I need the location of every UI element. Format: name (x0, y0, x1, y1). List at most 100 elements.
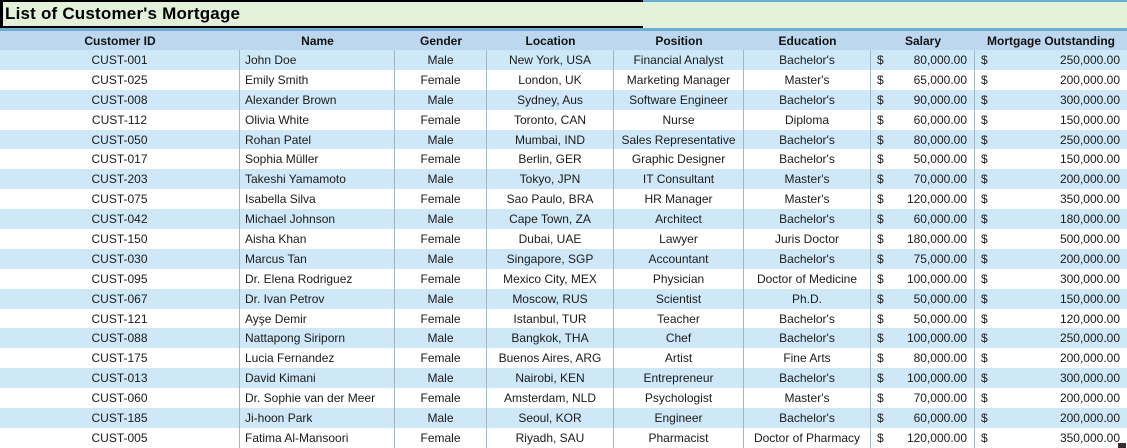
cell-position[interactable]: Pharmacist (614, 427, 744, 448)
cell-name[interactable]: Dr. Sophie van der Meer (240, 388, 395, 409)
cell-education[interactable]: Doctor of Medicine (744, 268, 871, 289)
column-header-customer-id[interactable]: Customer ID (84, 33, 156, 48)
cell-mortgage[interactable]: $250,000.00 (975, 130, 1127, 150)
cell-mortgage[interactable]: $200,000.00 (975, 348, 1127, 368)
cell-education[interactable]: Bachelor's (744, 209, 871, 230)
cell-education[interactable]: Bachelor's (744, 248, 871, 269)
cell-salary[interactable]: $180,000.00 (871, 229, 975, 249)
cell-location[interactable]: Berlin, GER (487, 149, 614, 170)
cell-position[interactable]: Financial Analyst (614, 50, 744, 70)
cell-gender[interactable]: Male (395, 169, 487, 190)
cell-location[interactable]: Singapore, SGP (487, 248, 614, 269)
cell-position[interactable]: Engineer (614, 408, 744, 428)
cell-education[interactable]: Master's (744, 189, 871, 210)
cell-gender[interactable]: Female (395, 388, 487, 409)
cell-location[interactable]: Mexico City, MEX (487, 268, 614, 289)
cell-mortgage[interactable]: $180,000.00 (975, 209, 1127, 229)
cell-name[interactable]: Emily Smith (240, 69, 395, 90)
cell-name[interactable]: Ayşe Demir (240, 308, 395, 329)
cell-gender[interactable]: Male (395, 408, 487, 428)
cell-education[interactable]: Bachelor's (744, 50, 871, 70)
cell-position[interactable]: Sales Representative (614, 129, 744, 150)
column-header-gender[interactable]: Gender (419, 33, 462, 48)
cell-salary[interactable]: $65,000.00 (871, 69, 975, 90)
cell-gender[interactable]: Female (395, 308, 487, 329)
cell-position[interactable]: Psychologist (614, 388, 744, 409)
cell-position[interactable]: Chef (614, 328, 744, 349)
cell-name[interactable]: Sophia Müller (240, 149, 395, 170)
cell-customer-id[interactable]: CUST-185 (0, 408, 240, 428)
cell-mortgage[interactable]: $150,000.00 (975, 149, 1127, 169)
cell-education[interactable]: Master's (744, 169, 871, 190)
cell-education[interactable]: Master's (744, 388, 871, 409)
cell-gender[interactable]: Male (395, 248, 487, 269)
cell-customer-id[interactable]: CUST-203 (0, 169, 240, 190)
cell-mortgage[interactable]: $200,000.00 (975, 249, 1127, 269)
cell-education[interactable]: Doctor of Pharmacy (744, 427, 871, 448)
cell-position[interactable]: Teacher (614, 308, 744, 329)
cell-gender[interactable]: Female (395, 109, 487, 130)
cell-gender[interactable]: Male (395, 209, 487, 230)
cell-mortgage[interactable]: $500,000.00 (975, 229, 1127, 249)
cell-location[interactable]: Istanbul, TUR (487, 308, 614, 329)
cell-position[interactable]: Physician (614, 268, 744, 289)
cell-customer-id[interactable]: CUST-005 (0, 427, 240, 448)
cell-salary[interactable]: $70,000.00 (871, 169, 975, 190)
cell-education[interactable]: Juris Doctor (744, 229, 871, 249)
cell-name[interactable]: Aisha Khan (240, 229, 395, 249)
cell-education[interactable]: Bachelor's (744, 328, 871, 349)
cell-location[interactable]: London, UK (487, 69, 614, 90)
cell-location[interactable]: Seoul, KOR (487, 408, 614, 428)
cell-location[interactable]: Nairobi, KEN (487, 368, 614, 389)
cell-gender[interactable]: Male (395, 50, 487, 70)
cell-name[interactable]: Nattapong Siriporn (240, 328, 395, 349)
cell-location[interactable]: Mumbai, IND (487, 129, 614, 150)
cell-gender[interactable]: Female (395, 69, 487, 90)
cell-salary[interactable]: $80,000.00 (871, 348, 975, 369)
cell-customer-id[interactable]: CUST-013 (0, 368, 240, 389)
cell-customer-id[interactable]: CUST-060 (0, 388, 240, 409)
cell-salary[interactable]: $50,000.00 (871, 149, 975, 170)
cell-mortgage[interactable]: $120,000.00 (975, 309, 1127, 329)
cell-customer-id[interactable]: CUST-001 (0, 50, 240, 70)
cell-education[interactable]: Bachelor's (744, 308, 871, 329)
cell-name[interactable]: Olivia White (240, 109, 395, 130)
cell-position[interactable]: Lawyer (614, 229, 744, 249)
cell-customer-id[interactable]: CUST-042 (0, 209, 240, 230)
cell-customer-id[interactable]: CUST-017 (0, 149, 240, 170)
cell-location[interactable]: Toronto, CAN (487, 109, 614, 130)
cell-name[interactable]: Ji-hoon Park (240, 408, 395, 428)
cell-customer-id[interactable]: CUST-088 (0, 328, 240, 349)
cell-position[interactable]: Entrepreneur (614, 368, 744, 389)
column-header-mortgage[interactable]: Mortgage Outstanding (987, 33, 1115, 48)
cell-education[interactable]: Bachelor's (744, 149, 871, 170)
cell-customer-id[interactable]: CUST-095 (0, 268, 240, 289)
cell-gender[interactable]: Male (395, 129, 487, 150)
cell-position[interactable]: Graphic Designer (614, 149, 744, 170)
cell-location[interactable]: Riyadh, SAU (487, 427, 614, 448)
cell-name[interactable]: Michael Johnson (240, 209, 395, 230)
cell-mortgage[interactable]: $300,000.00 (975, 368, 1127, 388)
cell-position[interactable]: Accountant (614, 248, 744, 269)
cell-education[interactable]: Bachelor's (744, 368, 871, 389)
cell-position[interactable]: Software Engineer (614, 89, 744, 110)
cell-customer-id[interactable]: CUST-112 (0, 109, 240, 130)
cell-location[interactable]: Buenos Aires, ARG (487, 348, 614, 369)
cell-location[interactable]: Bangkok, THA (487, 328, 614, 349)
cell-salary[interactable]: $50,000.00 (871, 288, 975, 309)
cell-salary[interactable]: $100,000.00 (871, 368, 975, 389)
cell-salary[interactable]: $90,000.00 (871, 89, 975, 110)
cell-education[interactable]: Bachelor's (744, 89, 871, 110)
cell-salary[interactable]: $120,000.00 (871, 427, 975, 448)
cell-position[interactable]: Marketing Manager (614, 69, 744, 90)
cell-salary[interactable]: $80,000.00 (871, 50, 975, 70)
cell-mortgage[interactable]: $300,000.00 (975, 90, 1127, 110)
cell-location[interactable]: Moscow, RUS (487, 288, 614, 309)
cell-salary[interactable]: $60,000.00 (871, 408, 975, 428)
cell-gender[interactable]: Female (395, 229, 487, 249)
cell-mortgage[interactable]: $200,000.00 (975, 388, 1127, 408)
cell-customer-id[interactable]: CUST-175 (0, 348, 240, 369)
cell-education[interactable]: Bachelor's (744, 408, 871, 428)
cell-name[interactable]: Fatima Al-Mansoori (240, 427, 395, 448)
cell-customer-id[interactable]: CUST-075 (0, 189, 240, 210)
